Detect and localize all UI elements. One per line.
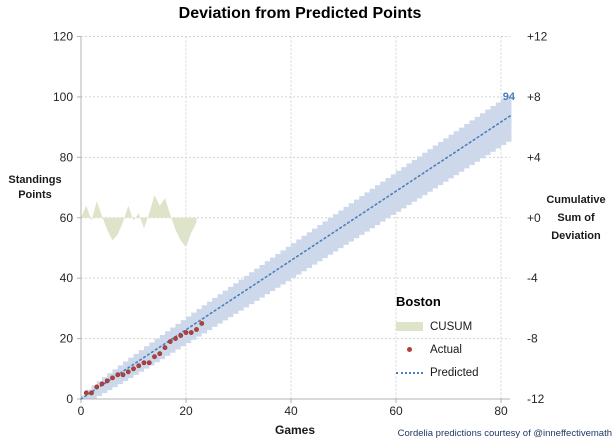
predicted-swatch-icon (396, 371, 423, 374)
credit-text: Cordelia predictions courtesy of @inneff… (397, 428, 612, 439)
legend-title: Boston (396, 294, 441, 309)
predicted-line (80, 114, 513, 400)
actual-swatch-icon (396, 347, 423, 352)
actual-point (94, 384, 100, 390)
left-tick-label: 40 (60, 271, 74, 285)
x-axis-title: Games (274, 423, 316, 437)
legend-item-cusum: CUSUM (396, 315, 516, 338)
cusum-area (81, 195, 197, 248)
x-tick-label: 0 (78, 404, 85, 418)
right-tick-label: -4 (527, 271, 538, 285)
right-tick-label: -12 (527, 392, 545, 406)
actual-point (188, 330, 194, 335)
actual-point (152, 354, 157, 360)
actual-point (162, 345, 168, 351)
cusum-swatch-icon (396, 322, 423, 331)
left-axis-title-line: Standings (8, 174, 62, 186)
left-tick-label: 120 (53, 30, 73, 44)
right-axis-title-line: Deviation (551, 230, 601, 242)
legend-item-label: Actual (430, 343, 462, 356)
actual-point (199, 321, 205, 326)
final-predicted-annotation: 94 (502, 91, 515, 103)
x-tick-label: 20 (179, 404, 193, 418)
actual-point (194, 327, 199, 332)
chart-title: Deviation from Predicted Points (178, 5, 422, 22)
actual-point (173, 336, 178, 341)
legend-item-actual: Actual (396, 338, 516, 361)
actual-point (178, 333, 184, 338)
prediction-band (81, 91, 512, 400)
right-tick-label: +4 (527, 150, 541, 164)
actual-point (146, 360, 152, 366)
actual-point (141, 360, 147, 366)
actual-point (125, 369, 131, 375)
actual-point (83, 390, 89, 396)
right-axis-title-line: Sum of (557, 212, 595, 224)
legend: Boston CUSUM Actual Predicted (396, 294, 516, 384)
left-tick-label: 60 (60, 211, 74, 225)
actual-point (157, 351, 163, 357)
right-tick-label: +8 (527, 90, 541, 104)
actual-point (136, 363, 142, 369)
left-axis-title: Standings Points (4, 173, 66, 203)
right-axis-title: Cumulative Sum of Deviation (539, 191, 613, 245)
right-tick-label: +0 (527, 211, 541, 225)
left-axis-title-line: Points (18, 189, 52, 201)
legend-item-label: Predicted (430, 366, 479, 379)
right-tick-label: +12 (527, 30, 548, 44)
left-tick-label: 0 (66, 392, 73, 406)
actual-point (115, 372, 121, 378)
x-tick-label: 60 (389, 404, 403, 418)
actual-point (183, 330, 189, 335)
x-tick-label: 80 (494, 404, 508, 418)
actual-point (120, 372, 126, 378)
legend-item-label: CUSUM (430, 320, 473, 333)
actual-point (131, 366, 136, 372)
x-tick-label: 40 (284, 404, 298, 418)
actual-point (89, 390, 94, 396)
left-tick-label: 100 (53, 90, 73, 104)
right-tick-label: -8 (527, 332, 538, 346)
actual-point (167, 339, 173, 345)
legend-item-predicted: Predicted (396, 361, 516, 384)
actual-point (99, 381, 105, 387)
actual-point (110, 375, 115, 381)
left-tick-label: 80 (60, 150, 74, 164)
right-axis-title-line: Cumulative (546, 194, 606, 206)
actual-point (104, 378, 110, 384)
left-tick-label: 20 (60, 332, 74, 346)
